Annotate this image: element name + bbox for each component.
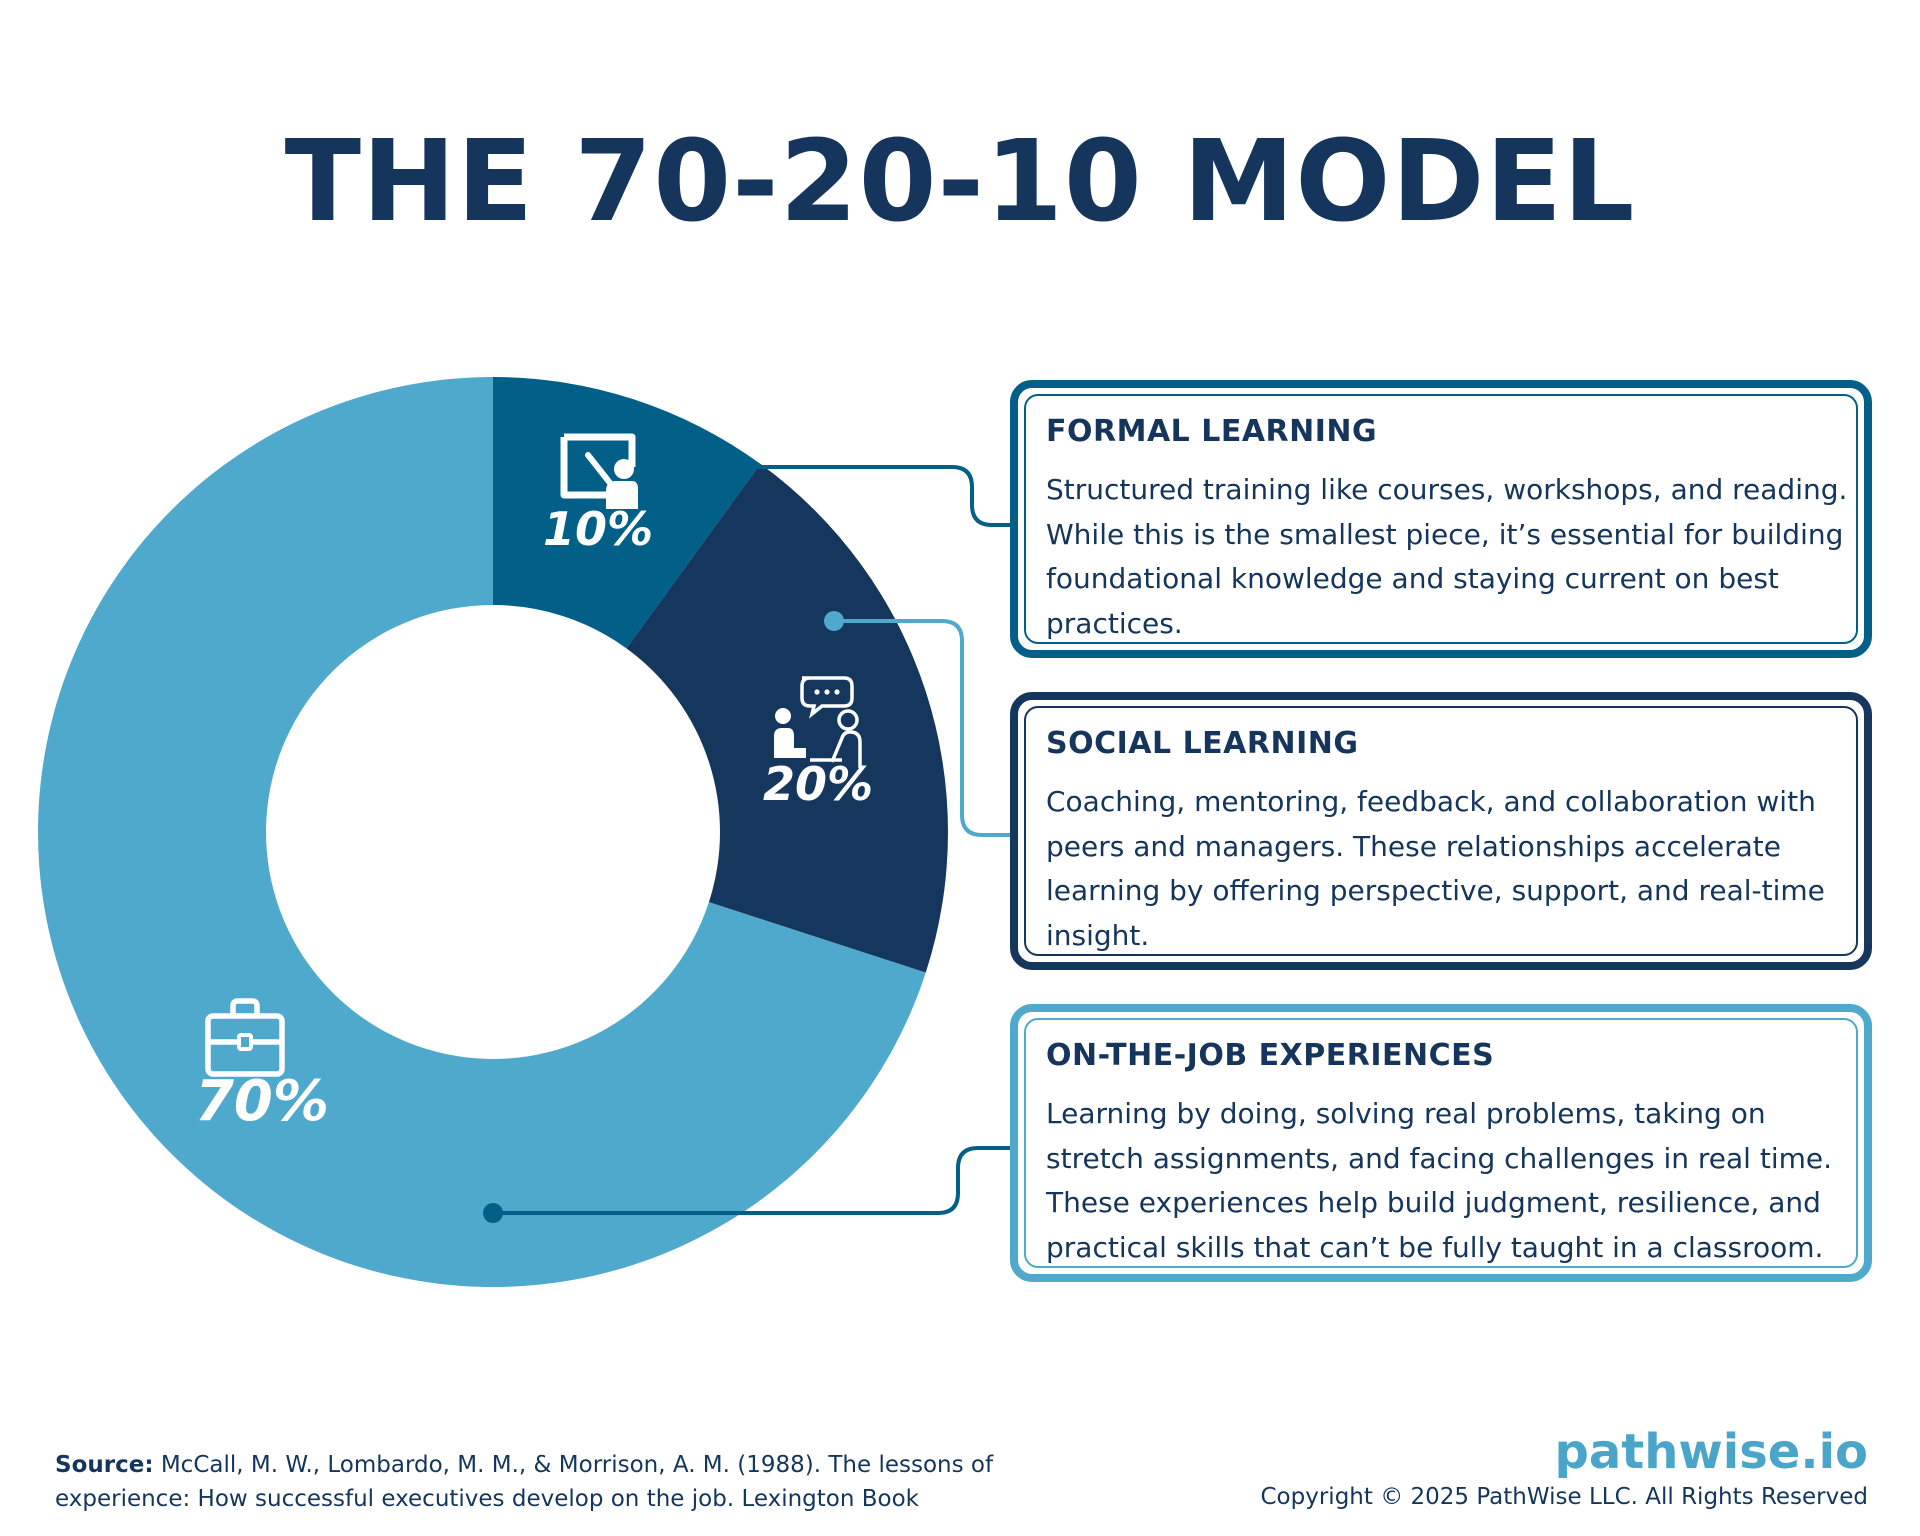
conversation-icon xyxy=(774,676,862,768)
slice-label-20-percent: 20% xyxy=(763,757,873,811)
donut-slices xyxy=(38,377,948,1287)
card-description: Coaching, mentoring, feedback, and colla… xyxy=(1046,785,1825,952)
card-inner-border xyxy=(1024,1018,1858,1268)
card-title: FORMAL LEARNING xyxy=(1046,414,1378,449)
briefcase-icon xyxy=(205,998,285,1077)
connector-line-2 xyxy=(493,1146,1012,1215)
source-label: Source: xyxy=(55,1452,154,1478)
card-description: Structured training like courses, worksh… xyxy=(1046,473,1848,640)
connector-dot-1 xyxy=(824,611,844,631)
slice-label-70-percent: 70% xyxy=(195,1069,329,1134)
slice-labels: 10% 20% 70% xyxy=(195,502,873,1134)
brand-logo: pathwise.io xyxy=(1554,1424,1868,1480)
slice-icons xyxy=(205,433,862,1077)
card-inner-border xyxy=(1024,706,1858,956)
slice-formal-learning xyxy=(493,377,761,649)
connector-line-0 xyxy=(693,465,1012,527)
slice-label-10-percent: 10% xyxy=(543,502,653,556)
card-description: Learning by doing, solving real problems… xyxy=(1046,1097,1833,1264)
copyright-notice: Copyright © 2025 PathWise LLC. All Right… xyxy=(1260,1484,1869,1510)
card-inner-border xyxy=(1024,394,1858,644)
source-citation: Source: McCall, M. W., Lombardo, M. M., … xyxy=(55,1448,995,1516)
card-title: SOCIAL LEARNING xyxy=(1046,726,1359,761)
card-title: ON-THE-JOB EXPERIENCES xyxy=(1046,1038,1495,1073)
slice-on-the-job xyxy=(38,377,926,1287)
page-title: THE 70-20-10 MODEL xyxy=(284,117,1636,247)
card-social-learning: SOCIAL LEARNING Coaching, mentoring, fee… xyxy=(1010,692,1872,970)
connector-lines xyxy=(483,457,1012,1223)
teacher-board-icon xyxy=(560,433,638,509)
connector-dot-2 xyxy=(483,1203,503,1223)
card-formal-learning: FORMAL LEARNING Structured training like… xyxy=(1010,380,1872,658)
connector-line-1 xyxy=(834,619,1012,837)
source-text: McCall, M. W., Lombardo, M. M., & Morris… xyxy=(55,1452,994,1512)
connector-dot-0 xyxy=(683,457,703,477)
card-on-the-job-experiences: ON-THE-JOB EXPERIENCES Learning by doing… xyxy=(1010,1004,1872,1282)
